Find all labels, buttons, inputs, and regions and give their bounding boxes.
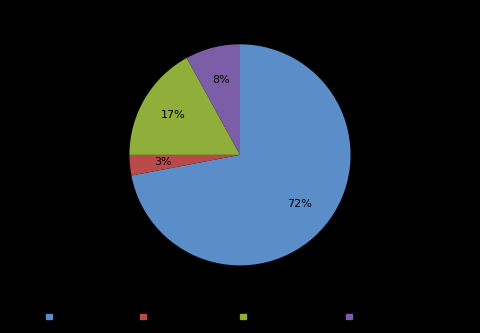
- Wedge shape: [130, 58, 240, 155]
- Wedge shape: [187, 44, 240, 155]
- Text: 3%: 3%: [154, 157, 172, 167]
- Text: 72%: 72%: [287, 199, 312, 209]
- Wedge shape: [132, 44, 350, 265]
- Text: 8%: 8%: [212, 75, 229, 85]
- Legend: Wages & Salaries, Employee Benefits, Operating Expenses, Grants & Subsidies: Wages & Salaries, Employee Benefits, Ope…: [43, 309, 437, 325]
- Wedge shape: [130, 155, 240, 175]
- Text: 17%: 17%: [161, 111, 186, 121]
